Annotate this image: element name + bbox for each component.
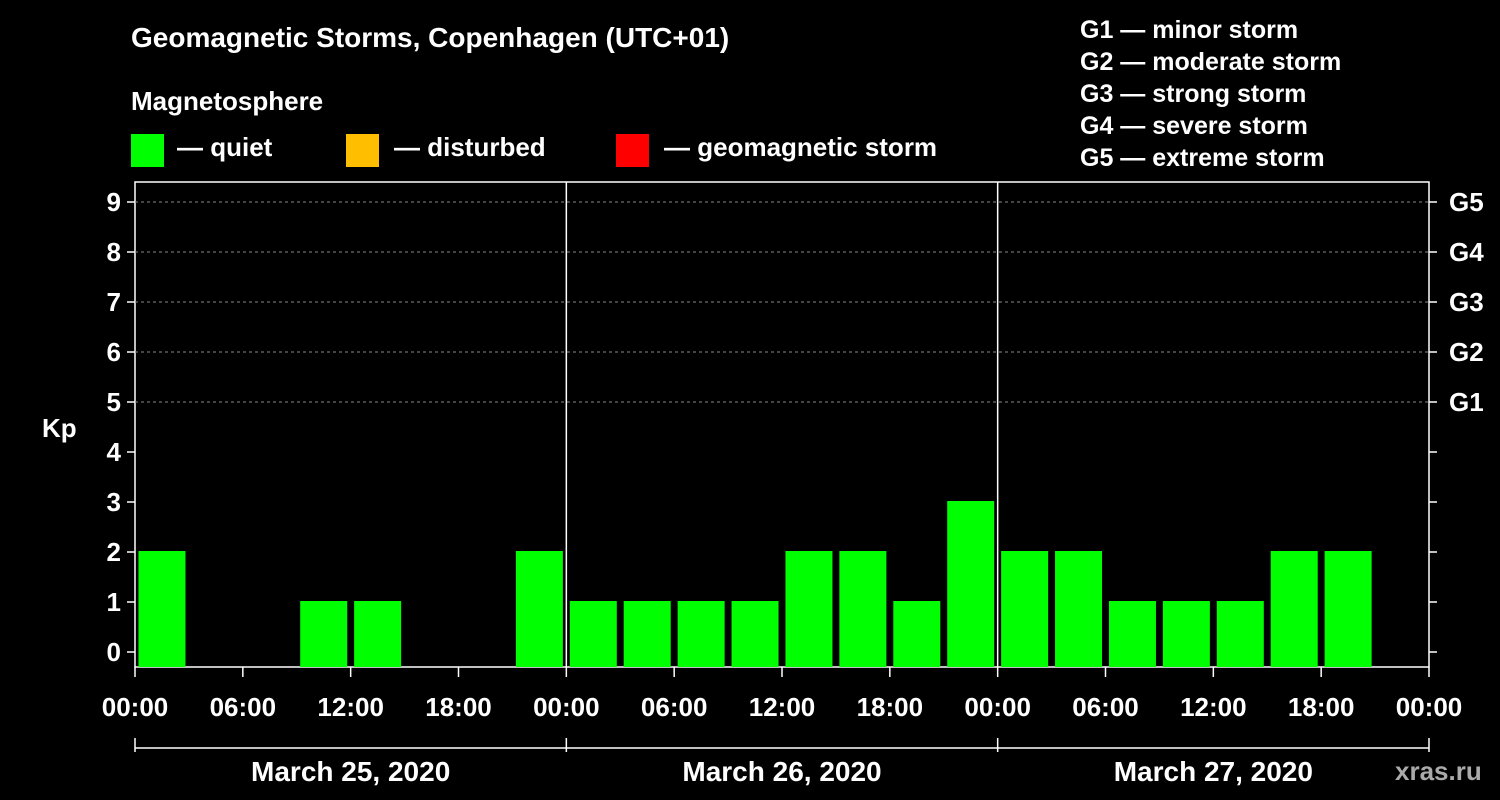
kp-bar [515, 551, 563, 667]
y-axis-label: Kp [42, 413, 77, 443]
y-tick-label: 9 [107, 187, 121, 217]
kp-bar [300, 601, 348, 667]
g-level-label: G2 [1449, 337, 1484, 367]
y-tick-label: 5 [107, 387, 121, 417]
y-tick-label: 4 [107, 437, 122, 467]
chart-title: Geomagnetic Storms, Copenhagen (UTC+01) [131, 22, 730, 53]
legend-swatch-storm [616, 134, 649, 167]
kp-bar [569, 601, 617, 667]
kp-bar [893, 601, 941, 667]
y-tick-label: 1 [107, 587, 121, 617]
x-tick-label: 00:00 [1396, 692, 1463, 722]
storm-scale-list: G1 — minor storm G2 — moderate storm G3 … [1080, 14, 1341, 174]
x-tick-label: 06:00 [210, 692, 277, 722]
y-tick-label: 0 [107, 637, 121, 667]
y-tick-label: 3 [107, 487, 121, 517]
chart-subtitle: Magnetosphere [131, 86, 324, 116]
day-label: March 27, 2020 [1114, 756, 1313, 787]
x-tick-label: 18:00 [425, 692, 492, 722]
storm-scale-g1: G1 — minor storm [1080, 16, 1299, 44]
kp-bar [785, 551, 833, 667]
x-tick-label: 00:00 [533, 692, 600, 722]
x-tick-label: 12:00 [749, 692, 816, 722]
legend-label-storm: — geomagnetic storm [664, 132, 938, 162]
x-tick-label: 12:00 [317, 692, 384, 722]
legend-label-disturbed: — disturbed [394, 132, 546, 162]
kp-bar [138, 551, 186, 667]
x-tick-label: 00:00 [102, 692, 169, 722]
kp-bar [1108, 601, 1156, 667]
plot-frame [134, 181, 1430, 668]
legend-swatch-quiet [131, 134, 164, 167]
kp-bar [623, 601, 671, 667]
storm-scale-g5: G5 — extreme storm [1080, 144, 1325, 172]
legend-swatch-disturbed [346, 134, 379, 167]
storm-scale-g4: G4 — severe storm [1080, 112, 1308, 140]
day-label: March 26, 2020 [682, 756, 881, 787]
kp-bar [947, 501, 995, 667]
kp-bar [1001, 551, 1049, 667]
day-label: March 25, 2020 [251, 756, 450, 787]
watermark: xras.ru [1395, 756, 1482, 786]
g-level-label: G1 [1449, 387, 1484, 417]
kp-bar [1055, 551, 1103, 667]
x-tick-label: 06:00 [641, 692, 708, 722]
g-level-label: G5 [1449, 187, 1484, 217]
g-level-label: G4 [1449, 237, 1484, 267]
g-level-label: G3 [1449, 287, 1484, 317]
y-tick-label: 2 [107, 537, 121, 567]
x-tick-label: 18:00 [857, 692, 924, 722]
storm-scale-g3: G3 — strong storm [1080, 80, 1307, 108]
kp-bar [1324, 551, 1372, 667]
kp-bar [1162, 601, 1210, 667]
kp-bar [354, 601, 402, 667]
kp-bar [677, 601, 725, 667]
x-tick-label: 06:00 [1072, 692, 1139, 722]
y-tick-label: 7 [107, 287, 121, 317]
x-tick-label: 18:00 [1288, 692, 1355, 722]
y-tick-label: 8 [107, 237, 121, 267]
x-tick-label: 00:00 [964, 692, 1031, 722]
kp-bar [1270, 551, 1318, 667]
kp-bar [731, 601, 779, 667]
kp-bar [839, 551, 887, 667]
x-tick-label: 12:00 [1180, 692, 1247, 722]
storm-scale-g2: G2 — moderate storm [1080, 48, 1342, 76]
kp-bar [1216, 601, 1264, 667]
legend-label-quiet: — quiet [177, 132, 273, 162]
y-tick-label: 6 [107, 337, 121, 367]
